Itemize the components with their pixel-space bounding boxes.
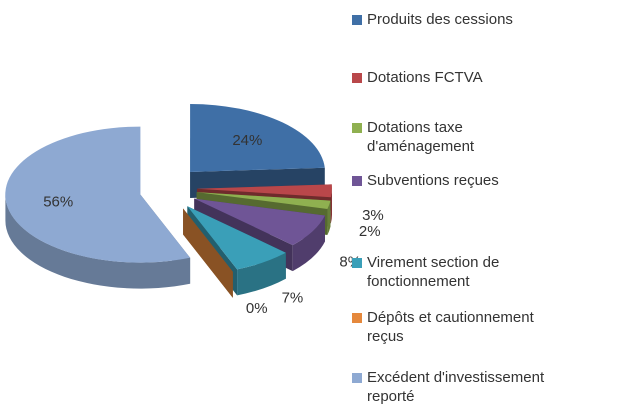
legend-swatch: [352, 176, 362, 186]
legend-swatch: [352, 15, 362, 25]
data-label: 7%: [282, 289, 304, 306]
data-label: 56%: [43, 193, 73, 210]
legend-label: Dépôts et cautionnement: [367, 309, 535, 326]
slice-side: [327, 200, 331, 235]
legend-label: Subventions reçues: [367, 172, 499, 189]
slice: [196, 184, 332, 198]
legend-label: reporté: [367, 388, 415, 405]
slice-side: [237, 252, 286, 296]
legend-swatch: [352, 73, 362, 83]
slice: [190, 104, 325, 172]
slice-tops: [5, 104, 332, 272]
legend-label: Dotations taxe: [367, 119, 463, 136]
legend-label: Dotations FCTVA: [367, 69, 483, 86]
slice-wall: [183, 208, 233, 298]
legend-label: reçus: [367, 328, 404, 345]
data-label: 3%: [362, 207, 384, 224]
legend-swatch: [352, 258, 362, 268]
data-label: 0%: [246, 300, 268, 317]
legend-label: Virement section de: [367, 254, 499, 271]
data-label: 2%: [359, 223, 381, 240]
slice: [187, 206, 286, 270]
legend-label: Excédent d'investissement: [367, 369, 545, 386]
slice-side: [330, 188, 332, 224]
slice-side: [292, 215, 325, 272]
legend-swatch: [352, 373, 362, 383]
legend-label: Produits des cessions: [367, 11, 513, 28]
slice-side: [5, 194, 191, 289]
data-label: 24%: [232, 132, 262, 149]
legend-label: fonctionnement: [367, 273, 470, 290]
legend-swatch: [352, 313, 362, 323]
legend-swatch: [352, 123, 362, 133]
legend-label: d'aménagement: [367, 138, 475, 155]
slice: [196, 192, 331, 209]
slice: [5, 126, 191, 263]
slice: [194, 198, 325, 246]
